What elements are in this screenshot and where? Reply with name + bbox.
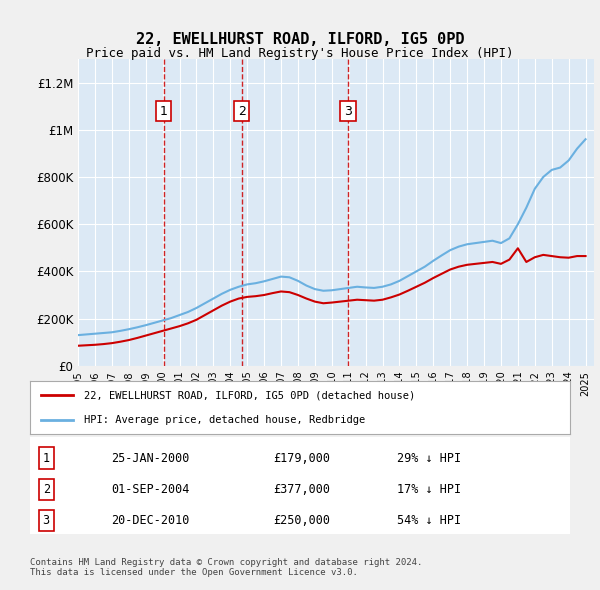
Text: 3: 3 (43, 514, 50, 527)
Text: £250,000: £250,000 (273, 514, 330, 527)
Text: £377,000: £377,000 (273, 483, 330, 496)
Text: This data is licensed under the Open Government Licence v3.0.: This data is licensed under the Open Gov… (30, 568, 358, 576)
Text: 17% ↓ HPI: 17% ↓ HPI (397, 483, 461, 496)
Text: HPI: Average price, detached house, Redbridge: HPI: Average price, detached house, Redb… (84, 415, 365, 425)
Text: 22, EWELLHURST ROAD, ILFORD, IG5 0PD (detached house): 22, EWELLHURST ROAD, ILFORD, IG5 0PD (de… (84, 391, 415, 401)
Text: 01-SEP-2004: 01-SEP-2004 (111, 483, 190, 496)
Text: 1: 1 (160, 104, 168, 117)
Text: 3: 3 (344, 104, 352, 117)
Text: Contains HM Land Registry data © Crown copyright and database right 2024.: Contains HM Land Registry data © Crown c… (30, 558, 422, 566)
Text: 1: 1 (43, 451, 50, 464)
Text: Price paid vs. HM Land Registry's House Price Index (HPI): Price paid vs. HM Land Registry's House … (86, 47, 514, 60)
Text: 22, EWELLHURST ROAD, ILFORD, IG5 0PD: 22, EWELLHURST ROAD, ILFORD, IG5 0PD (136, 32, 464, 47)
Text: 29% ↓ HPI: 29% ↓ HPI (397, 451, 461, 464)
Text: 54% ↓ HPI: 54% ↓ HPI (397, 514, 461, 527)
Text: 25-JAN-2000: 25-JAN-2000 (111, 451, 190, 464)
Text: 2: 2 (238, 104, 245, 117)
Text: £179,000: £179,000 (273, 451, 330, 464)
Text: 20-DEC-2010: 20-DEC-2010 (111, 514, 190, 527)
Text: 2: 2 (43, 483, 50, 496)
